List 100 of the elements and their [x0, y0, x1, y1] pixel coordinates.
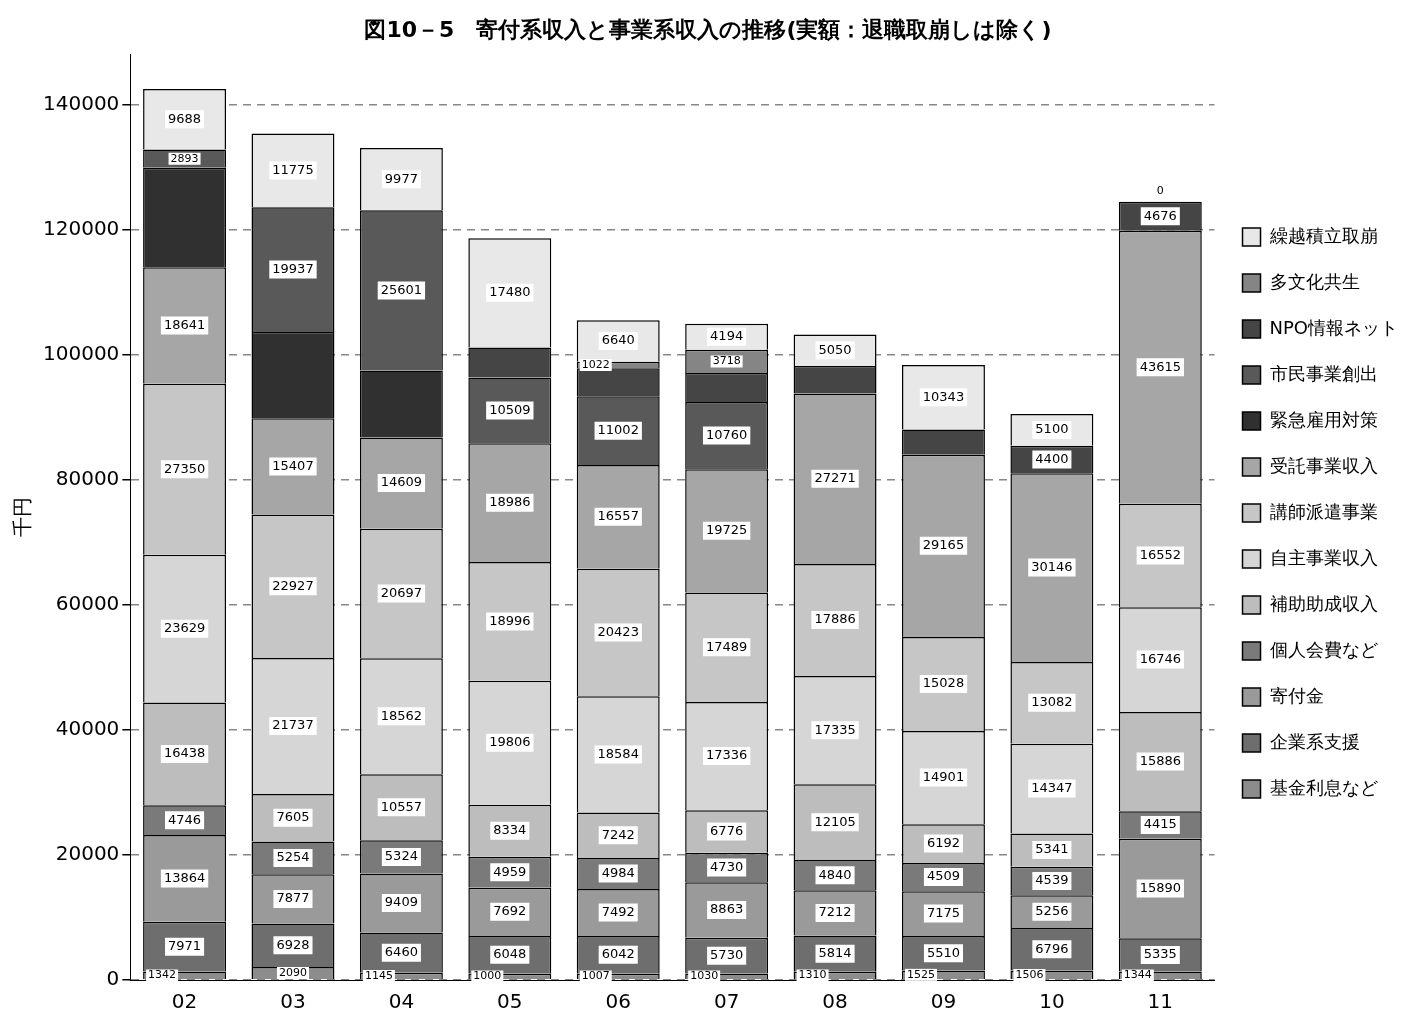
- data-label: 18986: [489, 494, 531, 510]
- data-label: 4539: [1035, 872, 1069, 888]
- data-label: 1007: [581, 969, 610, 983]
- data-label: 19725: [705, 522, 748, 538]
- legend-label: 受託事業収入: [1269, 454, 1378, 476]
- x-tick-label: 04: [388, 989, 415, 1014]
- data-label: 1525: [907, 967, 935, 981]
- data-label: 3718: [712, 354, 741, 368]
- x-tick-label: 03: [280, 989, 306, 1014]
- data-label: 7492: [601, 903, 635, 919]
- data-label: 1145: [364, 968, 393, 982]
- y-tick-label: 20000: [55, 841, 120, 866]
- legend-label: 個人会費など: [1269, 638, 1378, 660]
- data-label: 6640: [601, 332, 635, 348]
- data-label: 4415: [1143, 816, 1177, 832]
- chart-title: 図10－5 寄付系収入と事業系収入の推移(実額：退職取崩しは除く): [364, 16, 1052, 42]
- data-label: 27350: [163, 460, 206, 476]
- x-tick-label: 09: [930, 989, 957, 1014]
- data-label: 20697: [380, 584, 423, 600]
- data-label: 2090: [278, 965, 307, 979]
- data-label: 17489: [705, 638, 748, 654]
- legend-label: 企業系支援: [1269, 730, 1360, 752]
- data-label: 17480: [489, 284, 531, 300]
- data-label: 19937: [272, 260, 314, 276]
- data-label: 9409: [384, 894, 418, 910]
- legend-label: 多文化共生: [1269, 270, 1360, 292]
- data-label: 4509: [926, 868, 961, 884]
- x-tick-label: 11: [1147, 989, 1174, 1014]
- data-label: 29165: [922, 537, 965, 553]
- data-label: 1506: [1015, 967, 1044, 981]
- y-tick-label: 0: [106, 966, 120, 991]
- data-label: 4984: [601, 864, 635, 880]
- data-label: 5050: [818, 341, 852, 357]
- x-tick-label: 02: [171, 989, 198, 1014]
- data-label: 7692: [493, 903, 527, 919]
- data-label: 17886: [814, 611, 856, 627]
- data-label: 27271: [814, 470, 856, 486]
- data-label: 5814: [818, 945, 852, 960]
- y-tick-label: 60000: [55, 590, 120, 615]
- x-tick-label: 07: [713, 989, 740, 1014]
- data-label: 15890: [1139, 879, 1181, 895]
- data-label: 7877: [276, 890, 310, 906]
- data-label: 7212: [818, 904, 852, 920]
- data-label: 20423: [597, 623, 639, 639]
- data-label: 25601: [380, 281, 423, 297]
- data-label: 10509: [489, 401, 531, 417]
- data-label: 10760: [705, 426, 748, 442]
- data-label: 19806: [489, 734, 531, 750]
- data-label: 6192: [926, 834, 961, 850]
- legend-label: 補助助成収入: [1269, 592, 1378, 614]
- data-label: 10557: [380, 798, 423, 814]
- data-label: 1030: [690, 969, 719, 983]
- data-label: 5510: [926, 944, 961, 960]
- legend-label: 講師派遣事業: [1269, 500, 1378, 522]
- data-label: 16438: [163, 745, 206, 761]
- x-tick-label: 06: [605, 989, 631, 1014]
- data-label: 4840: [818, 866, 852, 882]
- data-label: 14347: [1031, 779, 1073, 795]
- y-tick-label: 40000: [55, 716, 120, 741]
- data-label: 18562: [380, 707, 423, 723]
- data-label: 14901: [922, 768, 965, 784]
- data-label: 6042: [601, 946, 635, 962]
- data-label: 7242: [601, 826, 635, 842]
- data-label: 17336: [705, 747, 748, 763]
- data-label: 4194: [710, 328, 744, 344]
- data-label: 12105: [814, 813, 856, 829]
- data-label: 0: [1156, 184, 1164, 198]
- data-label: 9688: [168, 110, 202, 126]
- data-label: 6048: [493, 946, 527, 962]
- x-tick-label: 10: [1039, 989, 1065, 1014]
- x-tick-label: 05: [497, 989, 523, 1014]
- data-label: 6796: [1035, 940, 1069, 956]
- data-label: 16746: [1139, 650, 1181, 666]
- data-label: 6776: [710, 822, 744, 838]
- data-label: 9977: [384, 170, 418, 186]
- data-label: 7175: [926, 904, 961, 920]
- data-label: 1344: [1123, 968, 1152, 982]
- data-label: 16557: [597, 508, 639, 524]
- data-label: 4676: [1143, 207, 1177, 223]
- y-tick-label: 100000: [42, 340, 120, 365]
- data-label: 13864: [163, 869, 206, 885]
- data-label: 7605: [276, 809, 310, 825]
- data-label: 6460: [384, 944, 418, 960]
- data-label: 18641: [163, 316, 206, 332]
- data-label: 23629: [163, 620, 206, 636]
- y-axis-title: 千円: [10, 497, 35, 538]
- legend-label: 自主事業収入: [1269, 546, 1378, 568]
- data-label: 5324: [384, 848, 418, 864]
- legend-label: NPO情報ネット: [1269, 316, 1399, 338]
- data-label: 4730: [710, 858, 744, 874]
- data-label: 1310: [798, 968, 827, 982]
- data-label: 15886: [1139, 752, 1181, 768]
- data-label: 5256: [1035, 903, 1069, 919]
- data-label: 1342: [148, 968, 177, 982]
- data-label: 4959: [493, 863, 527, 879]
- data-label: 11002: [597, 422, 639, 438]
- data-label: 2893: [170, 151, 199, 165]
- data-label: 8863: [710, 901, 744, 917]
- data-label: 5100: [1035, 421, 1069, 437]
- data-label: 4400: [1035, 450, 1069, 466]
